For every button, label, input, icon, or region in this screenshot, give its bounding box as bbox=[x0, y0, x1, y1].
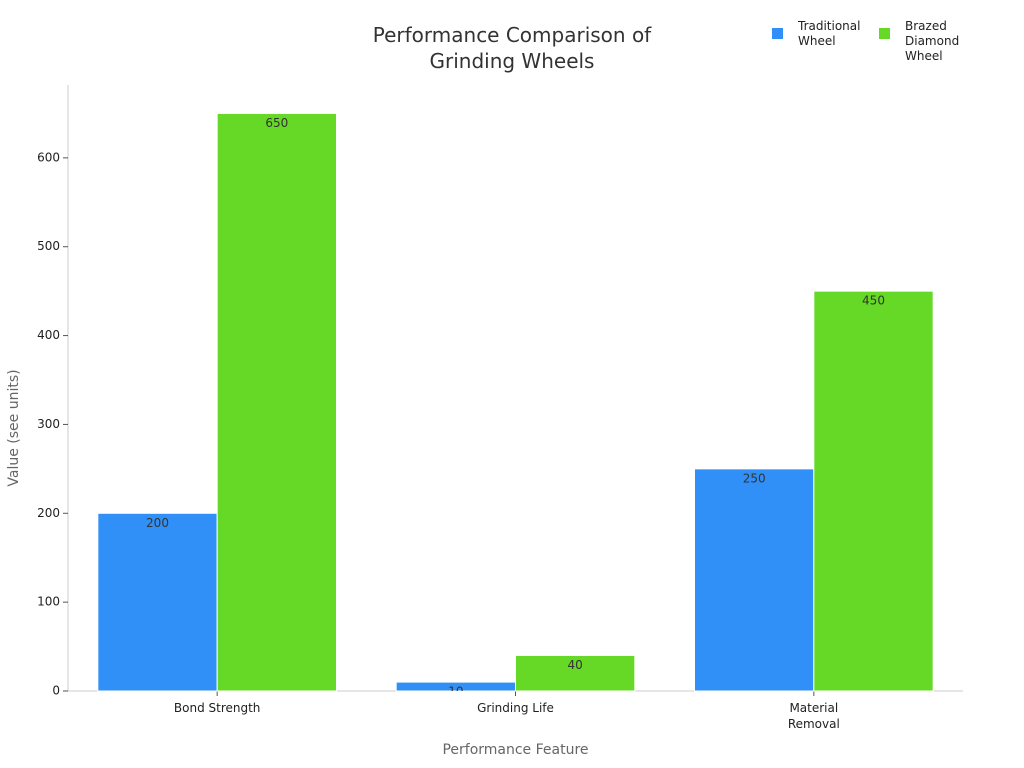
bar-value-label: 650 bbox=[265, 116, 288, 130]
legend-label: Traditional Wheel bbox=[798, 19, 861, 48]
bar-value-label: 10 bbox=[448, 685, 463, 699]
legend-swatch bbox=[879, 28, 890, 39]
x-tick-label: Material Removal bbox=[787, 701, 840, 731]
bar bbox=[216, 112, 338, 692]
bar bbox=[813, 290, 934, 692]
y-tick-label: 600 bbox=[37, 150, 60, 164]
y-tick-label: 500 bbox=[37, 239, 60, 253]
legend-swatch bbox=[772, 28, 783, 39]
y-tick-label: 400 bbox=[37, 328, 60, 342]
bar bbox=[97, 512, 218, 692]
y-tick-label: 0 bbox=[52, 684, 60, 698]
bar-value-label: 250 bbox=[743, 471, 766, 485]
bar-value-label: 200 bbox=[146, 516, 169, 530]
y-tick-label: 200 bbox=[37, 506, 60, 520]
bar bbox=[694, 468, 815, 692]
x-axis-title: Performance Feature bbox=[442, 742, 588, 758]
x-tick-label: Grinding Life bbox=[477, 701, 554, 715]
chart-title: Performance Comparison of Grinding Wheel… bbox=[372, 23, 652, 73]
bar bbox=[515, 654, 636, 692]
legend-label: Brazed Diamond Wheel bbox=[905, 19, 960, 63]
x-tick-label: Bond Strength bbox=[173, 701, 261, 715]
y-axis-title: Value (see units) bbox=[6, 369, 22, 486]
y-tick-label: 300 bbox=[37, 417, 60, 431]
bar-value-label: 40 bbox=[568, 658, 583, 672]
y-tick-label: 100 bbox=[37, 595, 60, 609]
bar-value-label: 450 bbox=[862, 294, 885, 308]
